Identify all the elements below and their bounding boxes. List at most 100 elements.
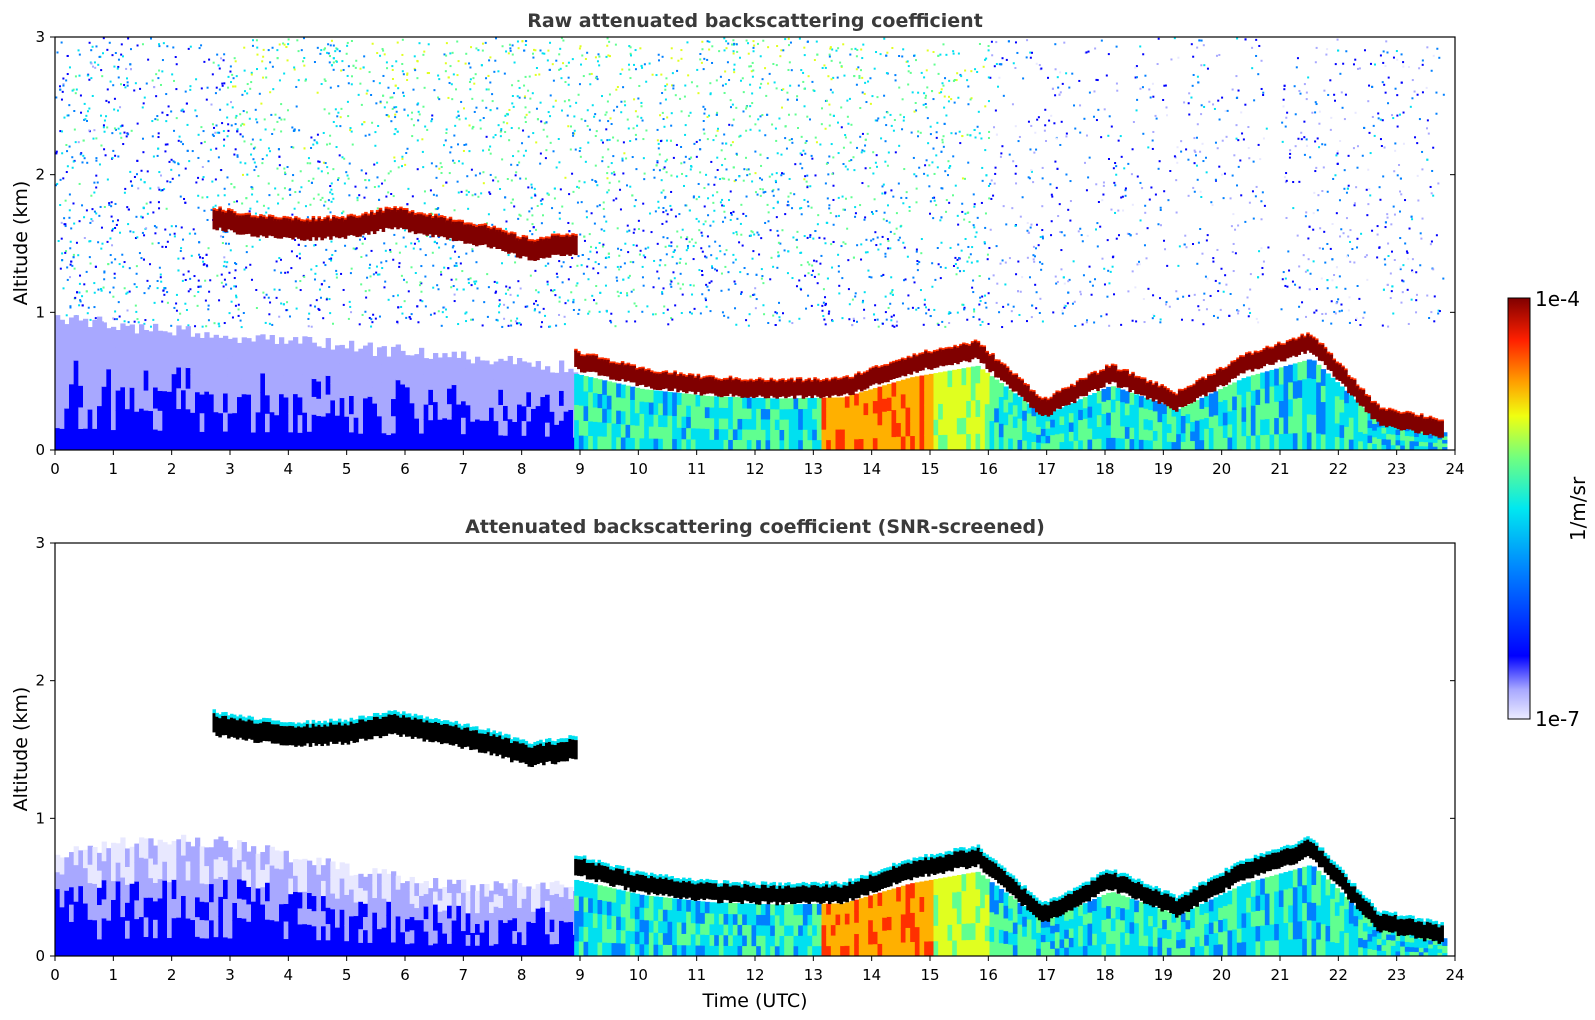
noise-pixel (556, 276, 559, 279)
noise-pixel (990, 197, 993, 200)
noise-pixel (401, 62, 404, 65)
noise-pixel (393, 160, 396, 163)
noise-pixel (347, 82, 350, 85)
noise-pixel (575, 284, 578, 287)
noise-pixel (513, 205, 516, 208)
noise-pixel (530, 196, 533, 199)
noise-pixel (539, 152, 542, 155)
noise-pixel (129, 180, 132, 183)
noise-pixel (429, 235, 432, 238)
noise-pixel (1429, 243, 1432, 246)
noise-pixel (835, 215, 838, 218)
noise-pixel (736, 233, 739, 236)
noise-pixel (652, 286, 655, 289)
noise-pixel (303, 64, 306, 67)
noise-pixel (724, 157, 727, 160)
noise-pixel (929, 133, 932, 136)
noise-pixel (137, 187, 140, 190)
noise-pixel (960, 249, 963, 252)
noise-pixel (1335, 302, 1338, 305)
noise-pixel (258, 238, 261, 241)
noise-pixel (674, 94, 677, 97)
noise-pixel (685, 238, 688, 241)
noise-pixel (299, 289, 302, 292)
noise-pixel (180, 109, 183, 112)
noise-pixel (782, 49, 785, 52)
noise-pixel (1000, 152, 1003, 155)
noise-pixel (328, 112, 331, 115)
noise-pixel (166, 180, 169, 183)
noise-pixel (126, 84, 129, 87)
noise-pixel (621, 157, 624, 160)
noise-pixel (531, 223, 534, 226)
noise-pixel (1430, 240, 1433, 243)
noise-pixel (894, 79, 897, 82)
noise-pixel (1347, 184, 1350, 187)
noise-pixel (471, 318, 474, 321)
noise-pixel (1078, 79, 1081, 82)
noise-pixel (613, 173, 616, 176)
boundary-layer-cell (97, 316, 103, 340)
boundary-layer-cell (97, 361, 103, 384)
noise-pixel (1321, 313, 1324, 316)
noise-pixel (576, 282, 579, 285)
noise-pixel (754, 307, 757, 310)
noise-pixel (335, 269, 338, 272)
noise-pixel (1063, 306, 1066, 309)
noise-pixel (1001, 57, 1004, 60)
noise-pixel (1416, 93, 1419, 96)
boundary-layer-cell (115, 410, 121, 431)
noise-pixel (926, 86, 929, 89)
noise-pixel (814, 136, 817, 139)
boundary-layer-cell (255, 430, 261, 450)
noise-pixel (284, 171, 287, 174)
noise-pixel (670, 190, 673, 193)
noise-pixel (623, 262, 626, 265)
noise-pixel (1387, 242, 1390, 245)
boundary-layer-cell (433, 369, 439, 386)
noise-pixel (511, 53, 514, 56)
noise-pixel (780, 174, 783, 177)
noise-pixel (715, 113, 718, 116)
noise-pixel (952, 50, 955, 53)
noise-pixel (1045, 139, 1048, 142)
noise-pixel (1244, 220, 1247, 223)
noise-pixel (1041, 262, 1044, 265)
noise-pixel (829, 88, 832, 91)
noise-pixel (1373, 63, 1376, 66)
noise-pixel (1382, 61, 1385, 64)
noise-pixel (644, 247, 647, 250)
boundary-layer-cell (283, 396, 289, 416)
noise-pixel (612, 155, 615, 158)
noise-pixel (576, 264, 579, 267)
noise-pixel (1432, 268, 1435, 271)
boundary-layer-cell (167, 410, 173, 432)
noise-pixel (60, 98, 63, 101)
noise-pixel (106, 240, 109, 243)
noise-pixel (282, 42, 285, 45)
noise-pixel (573, 115, 576, 118)
noise-pixel (586, 265, 589, 268)
noise-pixel (1382, 288, 1385, 291)
noise-pixel (303, 147, 306, 150)
noise-pixel (854, 292, 857, 295)
noise-pixel (516, 164, 519, 167)
noise-pixel (1063, 304, 1066, 307)
noise-pixel (942, 43, 945, 46)
noise-pixel (964, 212, 967, 215)
noise-pixel (1280, 308, 1283, 311)
noise-pixel (416, 237, 419, 240)
noise-pixel (385, 61, 388, 64)
noise-pixel (1335, 212, 1338, 215)
noise-pixel (578, 150, 581, 153)
noise-pixel (93, 181, 96, 184)
boundary-layer-cell (111, 347, 117, 369)
noise-pixel (915, 187, 918, 190)
noise-pixel (955, 273, 958, 276)
noise-pixel (271, 132, 274, 135)
noise-pixel (755, 298, 758, 301)
noise-pixel (998, 63, 1001, 66)
noise-pixel (897, 182, 900, 185)
noise-pixel (844, 165, 847, 168)
noise-pixel (796, 246, 799, 249)
